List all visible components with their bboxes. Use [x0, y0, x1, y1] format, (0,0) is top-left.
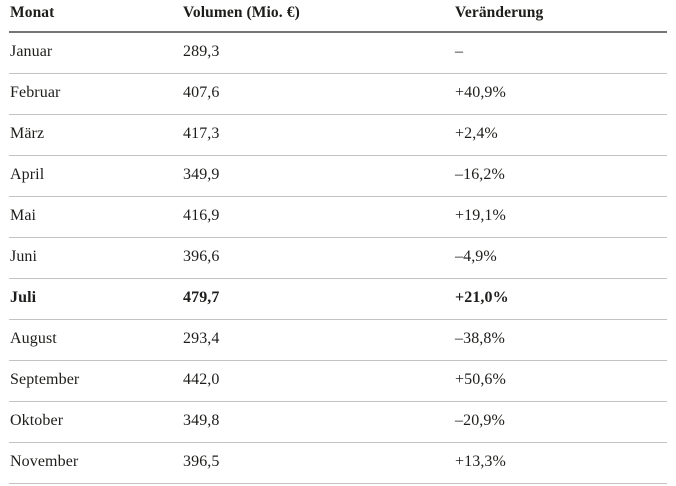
cell-month: Mai: [9, 196, 182, 238]
cell-month: Januar: [9, 32, 182, 74]
header-row: Monat Volumen (Mio. €) Veränderung: [9, 0, 667, 33]
table-row-februar: Februar 407,6 +40,9%: [9, 73, 667, 115]
cell-month: Februar: [9, 73, 182, 115]
cell-change: –4,9%: [454, 237, 667, 279]
cell-volume: 416,9: [182, 196, 454, 238]
column-header-month: Monat: [9, 0, 182, 33]
cell-volume: 417,3: [182, 114, 454, 156]
cell-volume: 396,5: [182, 442, 454, 484]
cell-volume: 293,4: [182, 319, 454, 361]
cell-volume: 396,6: [182, 237, 454, 279]
table-header: Monat Volumen (Mio. €) Veränderung: [9, 0, 667, 33]
cell-month: März: [9, 114, 182, 156]
cell-change: +40,9%: [454, 73, 667, 115]
cell-change: –38,8%: [454, 319, 667, 361]
table-row-januar: Januar 289,3 –: [9, 32, 667, 74]
table-row-oktober: Oktober 349,8 –20,9%: [9, 401, 667, 443]
cell-month: Juli: [9, 278, 182, 320]
monthly-volume-table: Monat Volumen (Mio. €) Veränderung Janua…: [9, 0, 667, 484]
cell-change: –20,9%: [454, 401, 667, 443]
cell-month: August: [9, 319, 182, 361]
cell-volume: 349,8: [182, 401, 454, 443]
cell-month: April: [9, 155, 182, 197]
cell-volume: 442,0: [182, 360, 454, 402]
table-row-juli-emphasized: Juli 479,7 +21,0%: [9, 278, 667, 320]
cell-change: +21,0%: [454, 278, 667, 320]
cell-volume: 349,9: [182, 155, 454, 197]
cell-change: +2,4%: [454, 114, 667, 156]
table-row-november: November 396,5 +13,3%: [9, 442, 667, 484]
cell-change: +13,3%: [454, 442, 667, 484]
cell-volume: 407,6: [182, 73, 454, 115]
table-row-maerz: März 417,3 +2,4%: [9, 114, 667, 156]
column-header-volume: Volumen (Mio. €): [182, 0, 454, 33]
table-row-mai: Mai 416,9 +19,1%: [9, 196, 667, 238]
column-header-change: Veränderung: [454, 0, 667, 33]
cell-month: Juni: [9, 237, 182, 279]
cell-change: –16,2%: [454, 155, 667, 197]
table-row-juni: Juni 396,6 –4,9%: [9, 237, 667, 279]
cell-change: –: [454, 32, 667, 74]
cell-month: September: [9, 360, 182, 402]
table-body: Januar 289,3 – Februar 407,6 +40,9% März…: [9, 32, 667, 484]
table-row-september: September 442,0 +50,6%: [9, 360, 667, 402]
cell-month: Oktober: [9, 401, 182, 443]
cell-volume: 479,7: [182, 278, 454, 320]
table-row-august: August 293,4 –38,8%: [9, 319, 667, 361]
table-row-april: April 349,9 –16,2%: [9, 155, 667, 197]
cell-change: +50,6%: [454, 360, 667, 402]
cell-volume: 289,3: [182, 32, 454, 74]
cell-month: November: [9, 442, 182, 484]
cell-change: +19,1%: [454, 196, 667, 238]
